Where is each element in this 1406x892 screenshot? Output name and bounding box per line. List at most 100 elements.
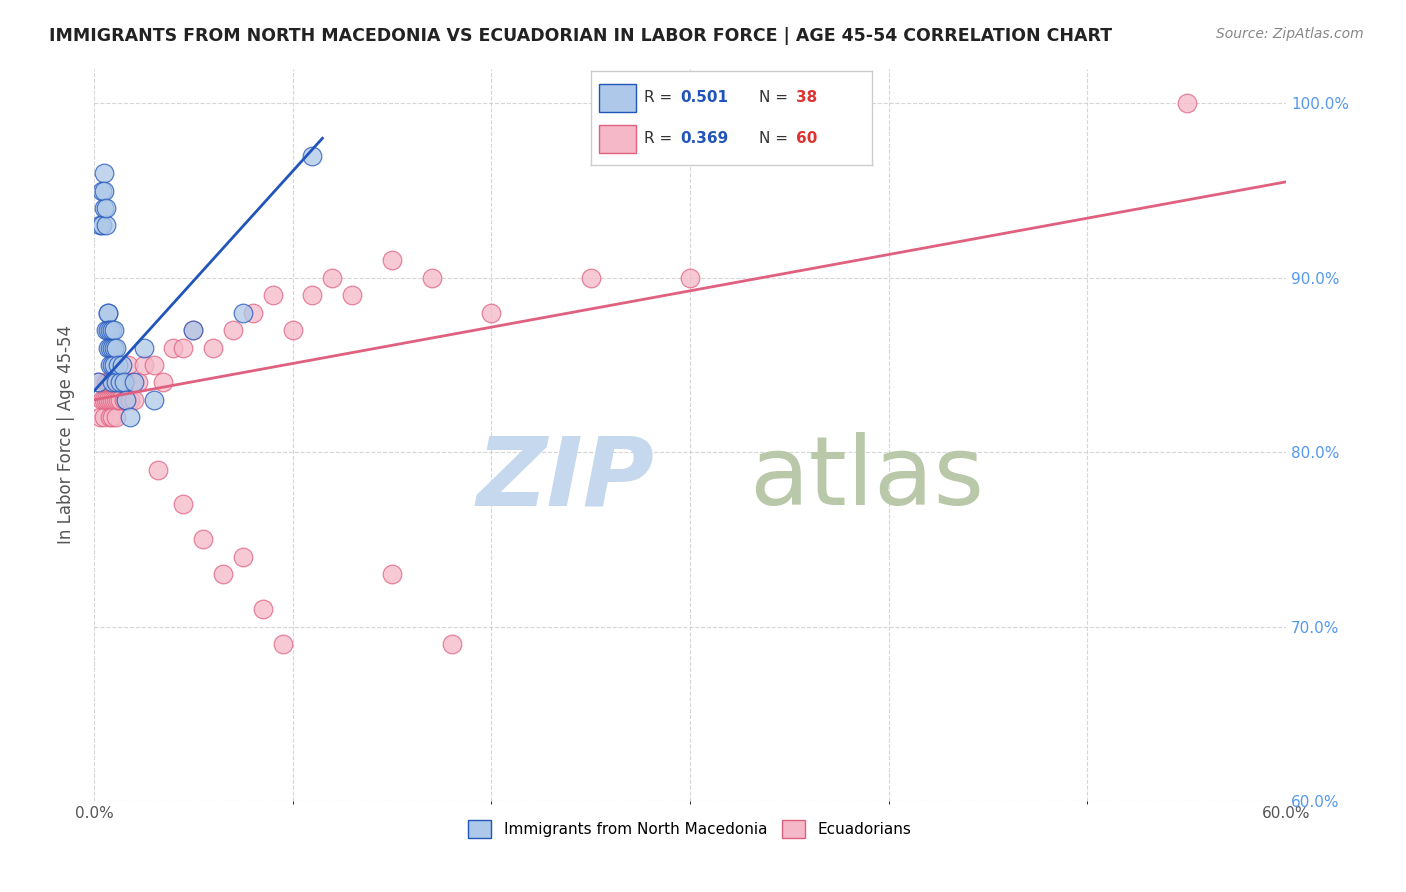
Point (114, 392, 136, 407)
Point (114, 392, 136, 407)
Point (103, 392, 125, 407)
Text: 60: 60 (796, 131, 817, 146)
Point (142, 358, 165, 372)
Text: N =: N = (759, 90, 793, 105)
Point (181, 323, 204, 337)
Point (101, 341, 124, 355)
Point (679, 270, 702, 285)
Point (152, 376, 174, 390)
Point (97, 341, 120, 355)
Point (181, 323, 204, 337)
Text: 38: 38 (796, 90, 817, 105)
Point (132, 341, 155, 355)
Point (112, 376, 135, 390)
Text: Source: ZipAtlas.com: Source: ZipAtlas.com (1216, 27, 1364, 41)
FancyBboxPatch shape (599, 84, 636, 112)
Point (93, 201, 115, 215)
Point (104, 410, 127, 425)
Point (97, 305, 120, 319)
Point (89, 219, 111, 233)
Point (118, 410, 141, 425)
Point (301, 149, 323, 163)
Point (101, 358, 124, 372)
Point (579, 270, 602, 285)
Point (232, 305, 254, 319)
Point (321, 270, 343, 285)
Point (114, 376, 136, 390)
Point (121, 376, 143, 390)
Point (112, 392, 135, 407)
Point (97, 392, 120, 407)
Point (98, 376, 121, 390)
Point (281, 323, 304, 337)
Point (103, 341, 125, 355)
Text: R =: R = (644, 90, 678, 105)
FancyBboxPatch shape (599, 125, 636, 153)
Point (97, 376, 120, 390)
Point (93, 184, 115, 198)
Point (90, 184, 112, 198)
Point (271, 637, 294, 651)
Point (242, 305, 264, 319)
Point (90, 219, 112, 233)
Point (107, 358, 129, 372)
Point (94, 376, 117, 390)
Point (94, 392, 117, 407)
Point (94, 201, 117, 215)
Point (1175, 96, 1198, 111)
Point (90, 392, 112, 407)
Point (118, 392, 141, 407)
Point (97, 305, 120, 319)
Point (98, 392, 121, 407)
Point (252, 602, 274, 616)
Point (381, 253, 404, 268)
Point (108, 376, 131, 390)
Point (89, 410, 111, 425)
Point (101, 323, 124, 337)
Point (94, 219, 117, 233)
Legend: Immigrants from North Macedonia, Ecuadorians: Immigrants from North Macedonia, Ecuador… (463, 814, 918, 845)
Point (132, 358, 155, 372)
Point (101, 392, 124, 407)
Text: atlas: atlas (749, 432, 984, 525)
Point (87, 376, 110, 390)
Point (262, 288, 284, 302)
Text: 0.501: 0.501 (681, 90, 728, 105)
Point (108, 376, 131, 390)
Point (107, 392, 129, 407)
Point (381, 567, 404, 582)
Point (93, 392, 115, 407)
Point (440, 637, 463, 651)
Point (103, 358, 125, 372)
Point (98, 323, 121, 337)
Text: N =: N = (759, 131, 793, 146)
Point (104, 392, 127, 407)
Point (94, 323, 117, 337)
Point (146, 462, 169, 476)
Point (87, 376, 110, 390)
Point (127, 376, 149, 390)
Text: IMMIGRANTS FROM NORTH MACEDONIA VS ECUADORIAN IN LABOR FORCE | AGE 45-54 CORRELA: IMMIGRANTS FROM NORTH MACEDONIA VS ECUAD… (49, 27, 1112, 45)
Point (101, 376, 124, 390)
Point (420, 270, 443, 285)
Point (97, 323, 120, 337)
Text: ZIP: ZIP (477, 432, 654, 525)
Point (202, 341, 225, 355)
Point (101, 410, 124, 425)
Point (93, 410, 115, 425)
Point (142, 392, 165, 407)
Point (222, 323, 245, 337)
Point (122, 392, 145, 407)
Point (107, 376, 129, 390)
Point (212, 567, 235, 582)
Point (122, 376, 145, 390)
Y-axis label: In Labor Force | Age 45-54: In Labor Force | Age 45-54 (58, 326, 75, 544)
Point (117, 358, 139, 372)
Text: 0.369: 0.369 (681, 131, 728, 146)
Point (111, 358, 134, 372)
Point (111, 376, 134, 390)
Point (98, 410, 121, 425)
Point (172, 341, 194, 355)
Point (104, 376, 127, 390)
Text: R =: R = (644, 131, 678, 146)
